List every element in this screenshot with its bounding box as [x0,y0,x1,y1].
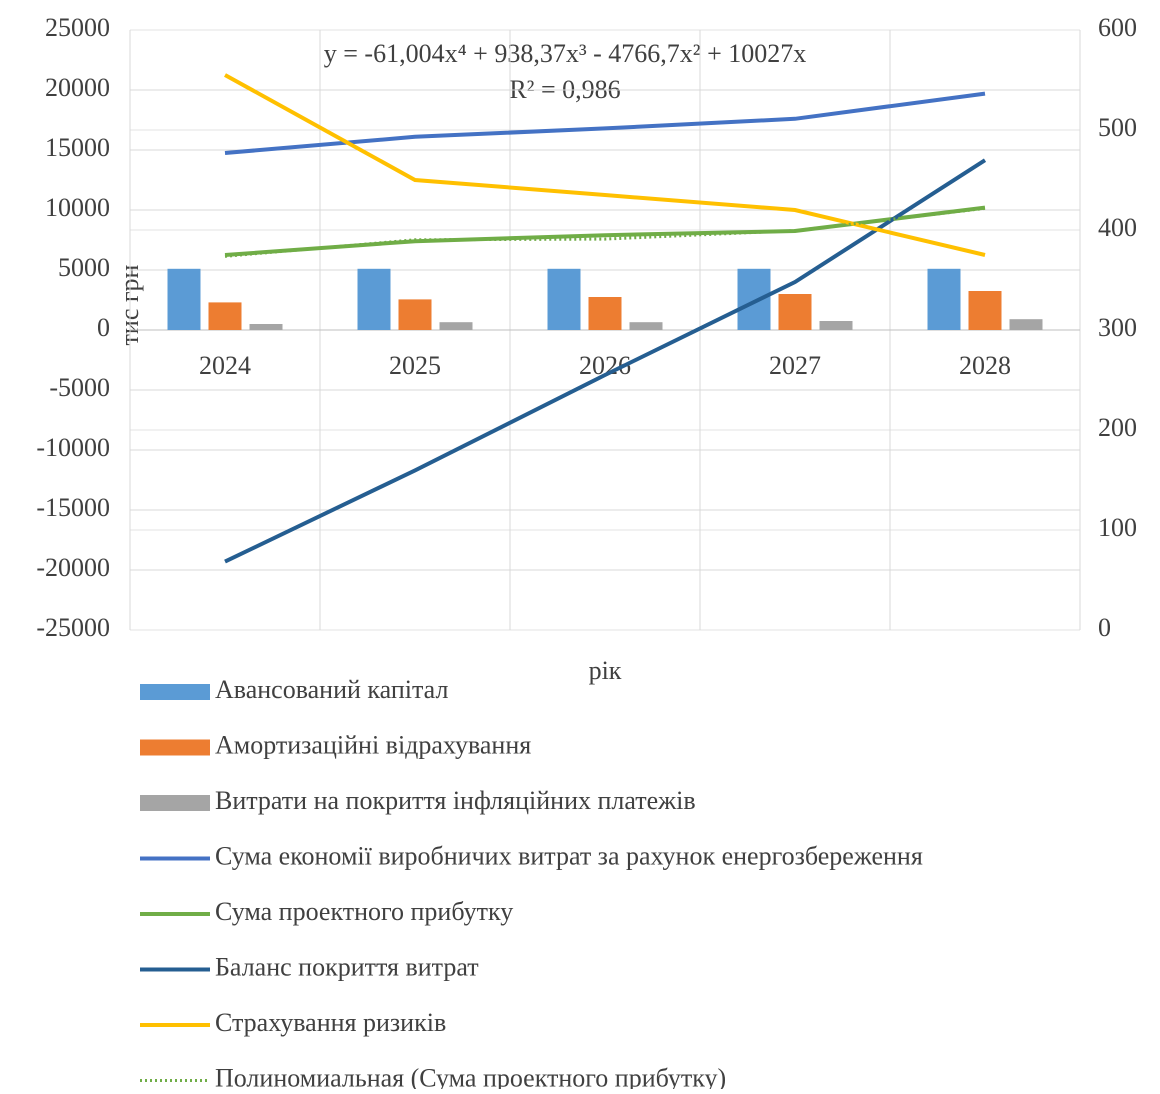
legend-label: Баланс покриття витрат [215,952,479,981]
bar [1009,319,1043,330]
bar [439,322,473,330]
bar [249,324,283,330]
plot: -25000-20000-15000-10000-500005000100001… [36,13,1137,1093]
bar [357,268,391,330]
y2-tick-label: 200 [1098,413,1137,442]
x-tick-label: 2025 [389,351,441,380]
y2-tick-label: 100 [1098,513,1137,542]
legend-label: Амортизаційні відрахування [215,730,531,759]
legend-swatch [140,684,210,700]
x-tick-label: 2027 [769,351,821,380]
y-tick-label: 0 [97,313,110,342]
y2-tick-label: 400 [1098,213,1137,242]
legend-label: Сума економії виробничих витрат за рахун… [215,841,923,870]
line [224,91,986,155]
bar [208,302,242,330]
trend-r2: R² = 0,986 [509,75,620,104]
y-tick-label: -25000 [36,613,110,642]
legend-label: Страхування ризиків [215,1008,446,1037]
y-tick-label: 25000 [45,13,110,42]
y2-tick-label: 600 [1098,13,1137,42]
bar [737,268,771,330]
y-tick-label: 10000 [45,193,110,222]
x-axis-label: рік [589,656,622,685]
trend-equation: y = -61,004x⁴ + 938,37x³ - 4766,7x² + 10… [324,39,806,68]
y-tick-label: -5000 [49,373,110,402]
y2-tick-label: 0 [1098,613,1111,642]
y-tick-label: -20000 [36,553,110,582]
y-tick-label: -15000 [36,493,110,522]
x-tick-label: 2028 [959,351,1011,380]
bar [968,291,1002,330]
y-tick-label: 20000 [45,73,110,102]
bar [927,268,961,330]
legend-swatch [140,795,210,811]
bar [398,299,432,330]
bar [629,322,663,330]
legend-swatch [140,739,210,756]
bar [588,297,622,330]
y-axis-label: тис грн [115,264,144,345]
legend-label: Авансований капітал [215,675,448,704]
bar [819,321,853,330]
y2-tick-label: 500 [1098,113,1137,142]
bar [778,294,812,330]
line [224,73,986,257]
bar [167,268,201,330]
y-tick-label: 15000 [45,133,110,162]
x-tick-label: 2024 [199,351,251,380]
legend-label: Витрати на покриття інфляційних платежів [215,786,696,815]
legend-label: Полиномиальная (Сума проектного прибутку… [215,1063,726,1089]
y-tick-label: 5000 [58,253,110,282]
legend-label: Сума проектного прибутку [215,897,513,926]
bar [547,268,581,330]
trend-line [224,206,986,258]
y-tick-label: -10000 [36,433,110,462]
y2-tick-label: 300 [1098,313,1137,342]
line [224,158,987,564]
